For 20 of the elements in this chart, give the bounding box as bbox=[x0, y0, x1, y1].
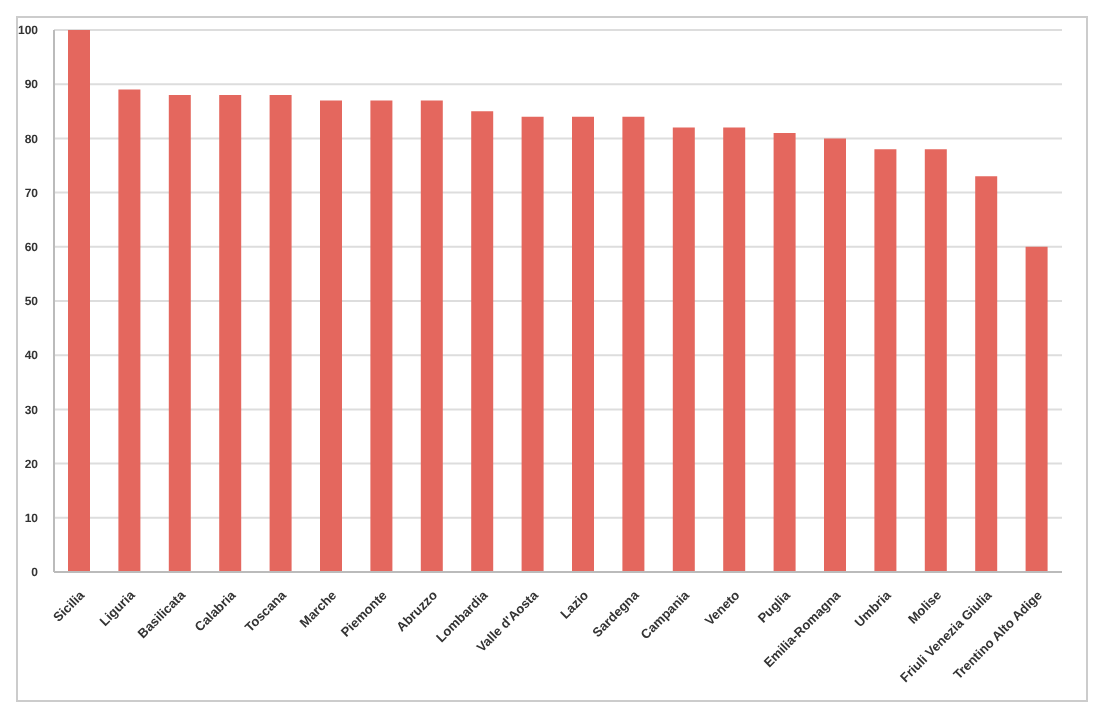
bar bbox=[824, 138, 846, 572]
bar bbox=[874, 149, 897, 572]
bar bbox=[118, 89, 141, 572]
bar bbox=[723, 127, 746, 572]
bar bbox=[975, 176, 998, 572]
bar bbox=[370, 100, 393, 572]
bar bbox=[924, 149, 947, 572]
bar bbox=[320, 100, 342, 572]
bar bbox=[420, 100, 443, 572]
bar bbox=[269, 95, 292, 572]
bar bbox=[773, 132, 796, 572]
bar bbox=[168, 95, 191, 572]
bar bbox=[471, 111, 494, 572]
bar bbox=[521, 116, 544, 572]
bar bbox=[572, 116, 594, 572]
bar bbox=[219, 95, 242, 572]
bar bbox=[1025, 246, 1048, 572]
bar bbox=[672, 127, 695, 572]
bar bbox=[68, 30, 90, 572]
bar bbox=[622, 116, 645, 572]
